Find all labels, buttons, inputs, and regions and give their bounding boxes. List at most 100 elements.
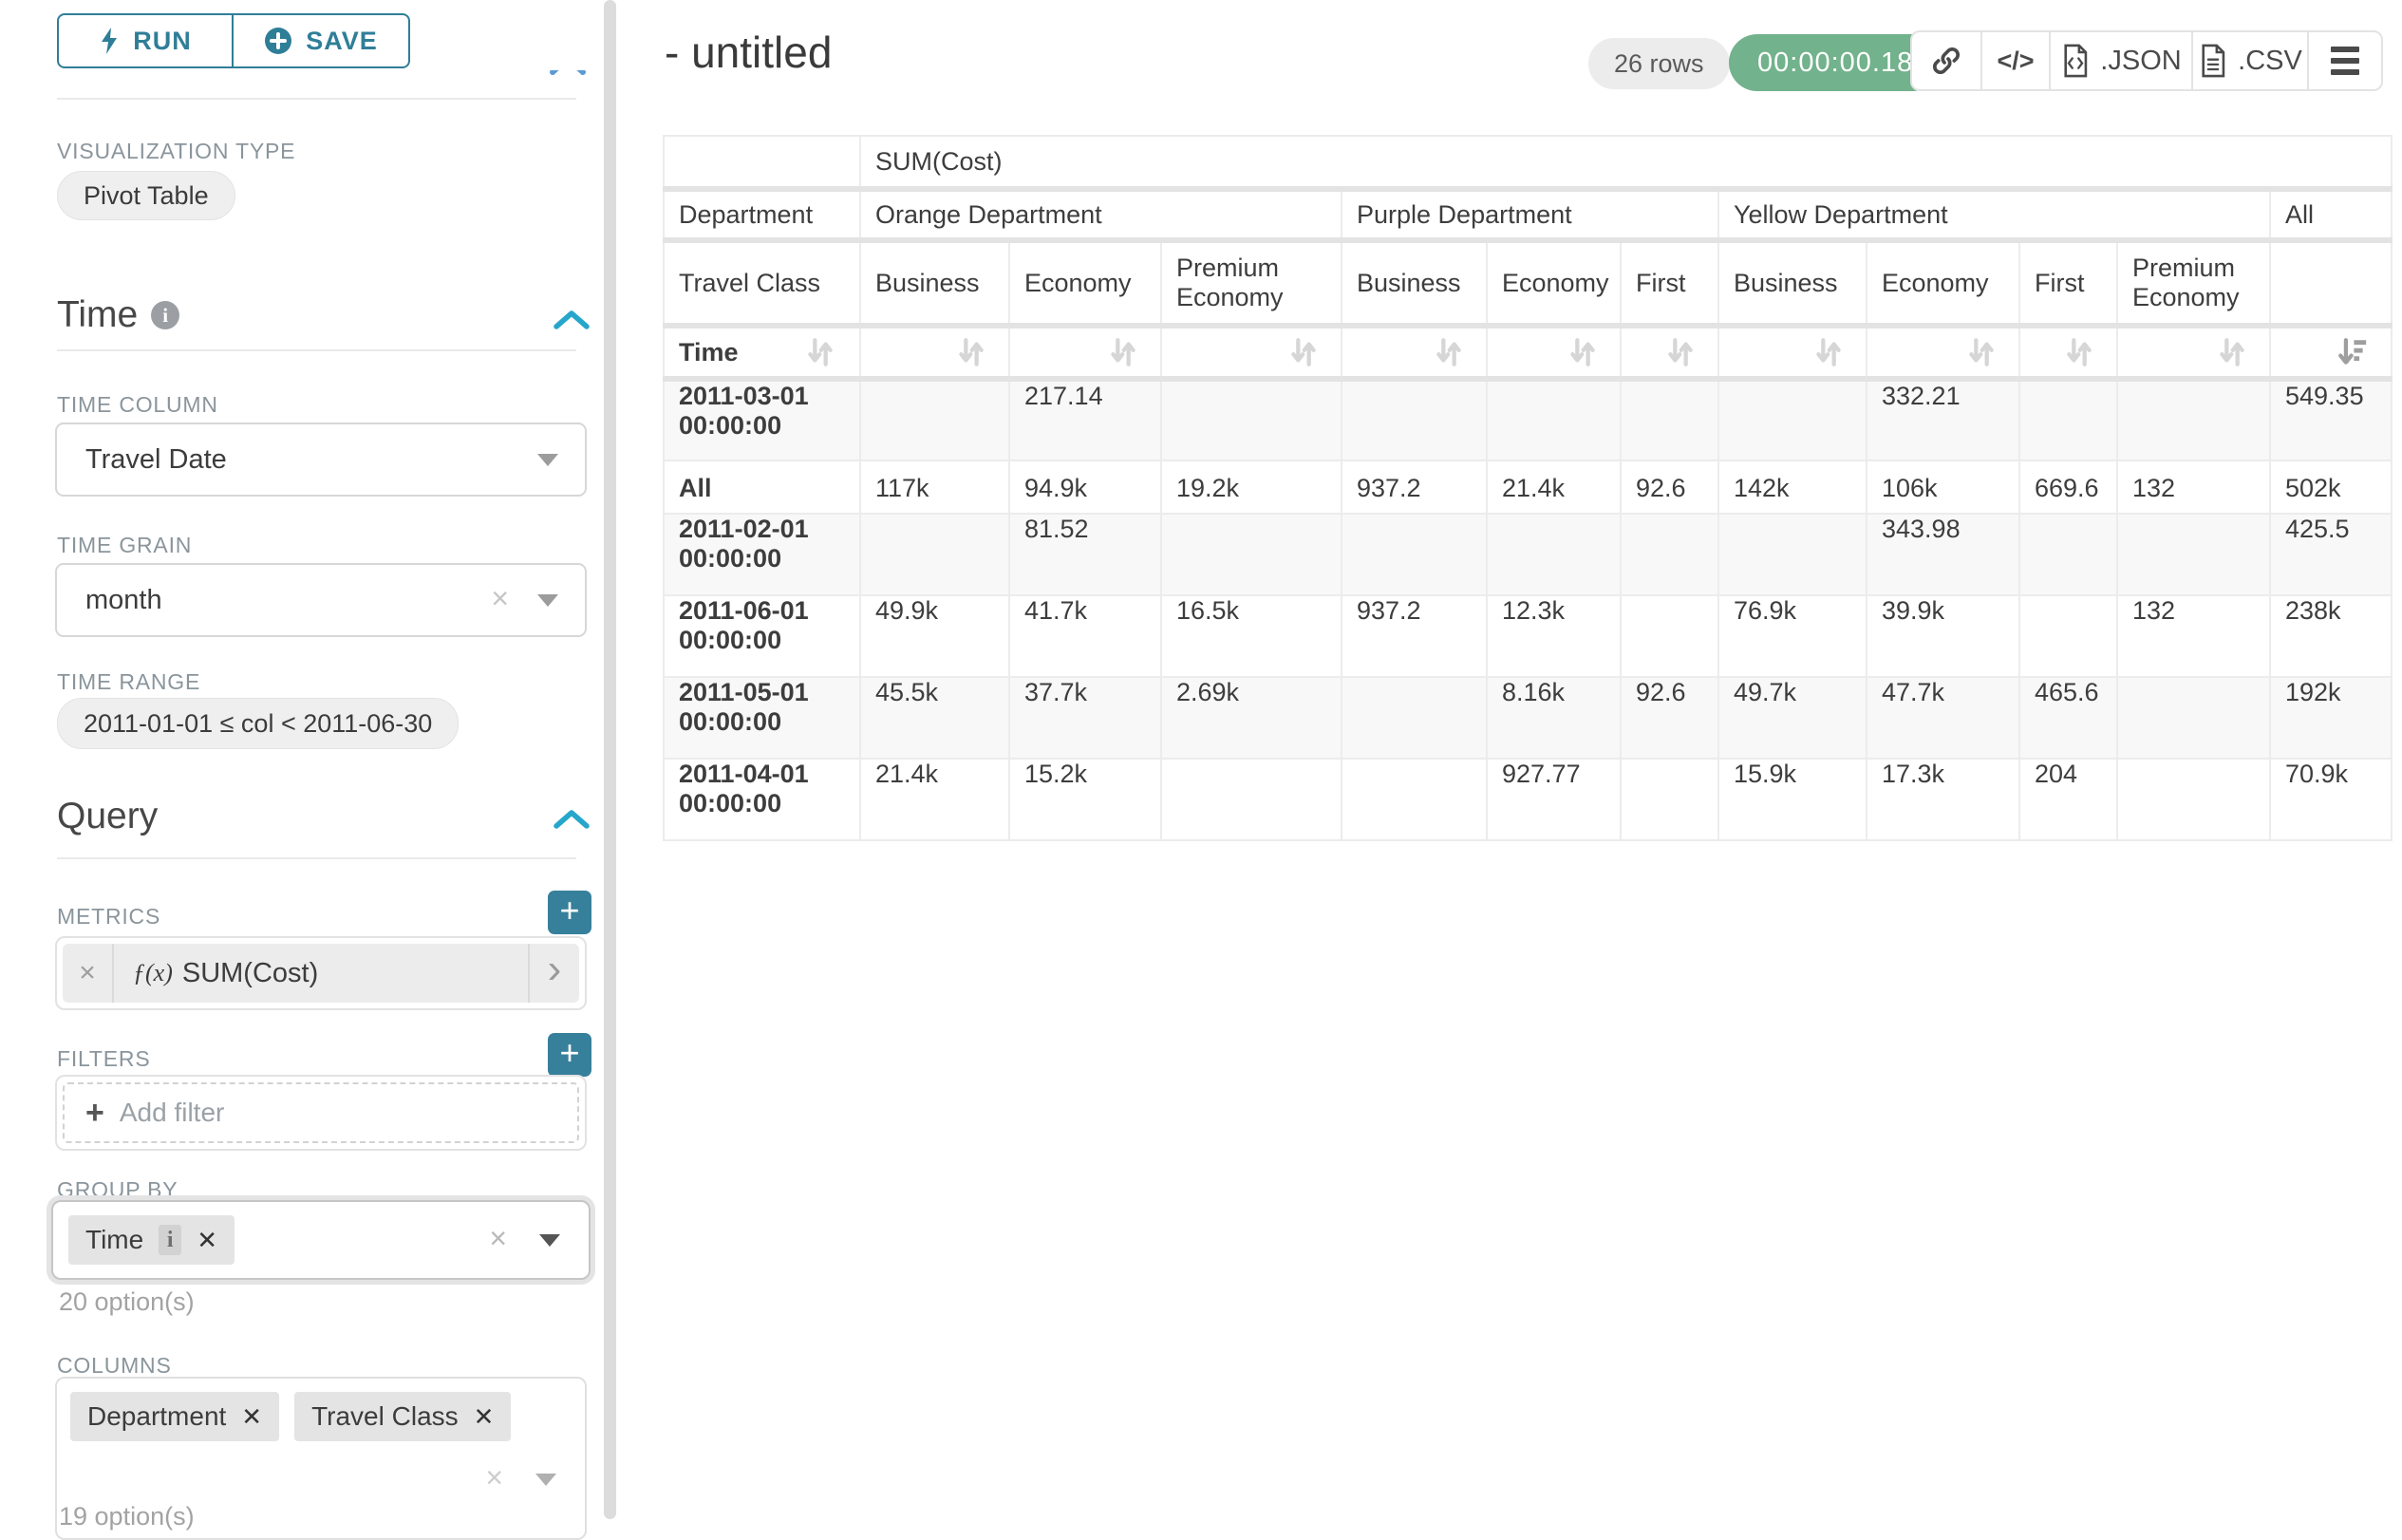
columns-tag-department[interactable]: Department ✕ — [70, 1392, 280, 1441]
view-query-button[interactable]: </> — [1982, 32, 2051, 89]
sortable-column[interactable] — [1341, 326, 1488, 382]
more-options-button[interactable] — [2309, 32, 2381, 89]
export-csv-button[interactable]: .CSV — [2193, 32, 2309, 89]
sortable-column[interactable] — [1008, 326, 1162, 382]
plus-circle-icon — [265, 28, 292, 54]
save-button[interactable]: SAVE — [233, 13, 410, 68]
sortable-column[interactable] — [1160, 326, 1342, 382]
cell — [1620, 595, 1719, 678]
sort-descending-icon[interactable] — [2337, 336, 2368, 368]
cell: 142k — [1717, 460, 1867, 515]
cell: 76.9k — [1717, 595, 1867, 678]
cell: 204 — [2018, 759, 2118, 841]
clear-icon[interactable]: × — [491, 581, 509, 616]
time-dim-header[interactable]: Time — [663, 326, 861, 382]
time-range-value[interactable]: 2011-01-01 ≤ col < 2011-06-30 — [57, 698, 460, 749]
cell — [2018, 595, 2118, 678]
visualization-type-value[interactable]: Pivot Table — [57, 171, 235, 220]
sortable-column[interactable] — [1620, 326, 1719, 382]
cell — [859, 514, 1010, 596]
cell: 21.4k — [1486, 460, 1622, 515]
cell: 12.3k — [1486, 595, 1622, 678]
cell: 217.14 — [1008, 379, 1162, 461]
sortable-column[interactable] — [859, 326, 1010, 382]
columns-select[interactable]: Department ✕ Travel Class ✕ × — [55, 1377, 587, 1540]
sortable-column[interactable] — [1717, 326, 1867, 382]
sortable-column[interactable] — [2018, 326, 2118, 382]
remove-tag-icon[interactable]: ✕ — [473, 1401, 495, 1431]
cell: 47.7k — [1866, 677, 2020, 760]
add-filter-plus-button[interactable]: + — [548, 1033, 591, 1077]
tag-label: Time — [85, 1225, 144, 1254]
metric-header-row: SUM(Cost) — [663, 136, 2393, 192]
col-header: First — [2018, 240, 2118, 329]
remove-tag-icon[interactable]: ✕ — [241, 1401, 263, 1431]
metric-value: SUM(Cost) — [181, 957, 319, 988]
group-by-select[interactable]: Time i ✕ × — [51, 1200, 591, 1280]
cell: 502k — [2268, 460, 2393, 515]
sort-icon[interactable] — [1568, 336, 1597, 368]
sort-icon[interactable] — [957, 336, 985, 368]
cell: 92.6 — [1620, 460, 1719, 515]
sidebar-topbar: RUN SAVE — [0, 0, 602, 70]
col-header: Economy — [1008, 240, 1162, 329]
page-title[interactable]: - untitled — [665, 28, 833, 77]
remove-tag-icon[interactable]: ✕ — [197, 1225, 217, 1254]
info-icon[interactable]: i — [159, 1225, 182, 1255]
sorted-column-all[interactable] — [2268, 326, 2393, 382]
add-filter-label: Add filter — [119, 1098, 225, 1127]
time-collapse-chevron-icon[interactable] — [553, 310, 591, 330]
remove-metric-icon[interactable]: × — [63, 944, 114, 1003]
export-toolbar: </> .JSON .CSV — [1910, 30, 2383, 91]
metrics-label: METRICS — [57, 904, 161, 929]
sort-icon[interactable] — [1814, 336, 1843, 368]
cell: 465.6 — [2018, 677, 2118, 760]
chevron-right-icon[interactable]: › — [528, 944, 579, 1003]
cell — [1160, 514, 1342, 596]
row-label: All — [663, 460, 861, 515]
chart-panel: - untitled 26 rows 00:00:00.18 </> .JSON — [617, 0, 2402, 1519]
metric-pill[interactable]: × ƒ(x) SUM(Cost) › — [63, 944, 579, 1003]
query-collapse-chevron-icon[interactable] — [553, 809, 591, 830]
columns-tag-travel-class[interactable]: Travel Class ✕ — [294, 1392, 512, 1441]
sort-icon[interactable] — [1109, 336, 1137, 368]
row-label: 2011-06-01 00:00:00 — [663, 595, 861, 678]
sort-icon[interactable] — [2218, 336, 2246, 368]
clear-icon[interactable]: × — [489, 1221, 507, 1256]
table-row: 2011-05-01 00:00:00 45.5k 37.7k 2.69k 8.… — [663, 677, 2393, 760]
row-label: 2011-02-01 00:00:00 — [663, 514, 861, 596]
sortable-column[interactable] — [1866, 326, 2020, 382]
cell — [1620, 379, 1719, 461]
add-filter-button[interactable]: + Add filter — [63, 1082, 579, 1143]
sort-icon[interactable] — [806, 336, 835, 368]
sortable-column[interactable] — [2116, 326, 2271, 382]
export-json-button[interactable]: .JSON — [2051, 32, 2193, 89]
sort-icon[interactable] — [2065, 336, 2093, 368]
hamburger-icon — [2331, 47, 2359, 75]
sort-icon[interactable] — [1435, 336, 1463, 368]
time-grain-select[interactable]: month × — [55, 563, 587, 637]
travel-class-header-row: Travel Class Business Economy Premium Ec… — [663, 240, 2393, 329]
group-by-tag-time[interactable]: Time i ✕ — [68, 1215, 235, 1265]
group-by-options-hint: 20 option(s) — [59, 1287, 195, 1316]
info-icon[interactable]: i — [151, 301, 180, 329]
plus-icon: + — [85, 1094, 104, 1131]
col-group-yellow: Yellow Department — [1717, 189, 2271, 243]
cell — [859, 379, 1010, 461]
col-header: Premium Economy — [1160, 240, 1342, 329]
sortable-column[interactable] — [1486, 326, 1622, 382]
time-section-heading: Time i — [57, 294, 180, 336]
run-button[interactable]: RUN — [57, 13, 233, 68]
query-section-title: Query — [57, 796, 159, 836]
chevron-down-icon — [539, 1234, 560, 1247]
time-label: Time — [679, 337, 739, 366]
clear-icon[interactable]: × — [485, 1459, 503, 1494]
sort-icon[interactable] — [1967, 336, 1996, 368]
time-grain-label: TIME GRAIN — [57, 533, 193, 557]
share-link-button[interactable] — [1912, 32, 1982, 89]
sort-icon[interactable] — [1666, 336, 1695, 368]
sidebar-scrollbar[interactable] — [604, 0, 616, 1519]
sort-icon[interactable] — [1289, 336, 1318, 368]
add-metric-button[interactable]: + — [548, 891, 591, 934]
time-column-select[interactable]: Travel Date — [55, 423, 587, 497]
